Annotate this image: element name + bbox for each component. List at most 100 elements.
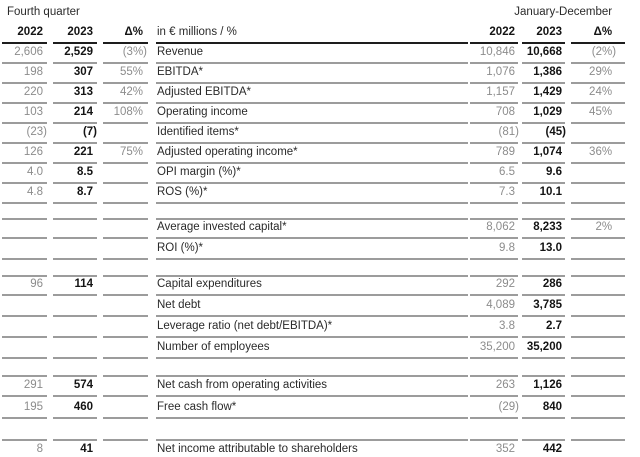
fq-2023-cell: 2,529 [53, 44, 97, 64]
cell-value: 103 [23, 106, 43, 119]
cell-value: 55% [119, 66, 143, 79]
table-row: 4.0 8.5 OPI margin (%)* 6.5 9.6 [2, 164, 626, 184]
fy-2023-cell: 8,233 [522, 218, 565, 239]
col-header-fq-2023: 2023 [53, 26, 97, 44]
column-gap [148, 124, 156, 144]
row-label: Leverage ratio (net debt/EBITDA)* [156, 317, 468, 338]
fq-2023-cell: 214 [53, 104, 97, 124]
fq-2023-cell: 8.5 [53, 164, 97, 184]
cell-value: 1,126 [533, 379, 562, 392]
fy-delta-cell: 36% [571, 144, 626, 164]
fy-2023-cell: 1,429 [522, 84, 565, 104]
row-label: Adjusted EBITDA* [156, 84, 468, 104]
fy-delta-cell [571, 184, 626, 204]
cell-value: 35,200 [479, 341, 515, 354]
fy-2022-cell: 9.8 [470, 239, 518, 260]
cell-value: 1,029 [533, 106, 562, 119]
cell-value: 13.0 [539, 242, 562, 255]
column-gap [148, 44, 156, 64]
cell-value: 2,529 [64, 46, 93, 59]
cell-value: Revenue [157, 46, 204, 59]
fq-delta-cell [103, 317, 148, 338]
fy-delta-cell [571, 275, 626, 296]
cell-value: 2,606 [14, 46, 43, 59]
fq-2023-cell: 41 [53, 439, 97, 457]
fy-2023-cell: 1,386 [522, 64, 565, 84]
fy-2022-cell: 4,089 [470, 296, 518, 317]
fq-2023-cell: 574 [53, 375, 97, 397]
cell-value: 4.0 [27, 166, 43, 179]
fy-delta-cell: 29% [571, 64, 626, 84]
column-gap [148, 275, 156, 296]
fy-2023-cell: 442 [522, 439, 565, 457]
fq-delta-cell [103, 184, 148, 204]
cell-value: 789 [495, 146, 515, 159]
fy-2022-cell: 10,846 [470, 44, 518, 64]
cell-value: (2%) [591, 46, 617, 59]
column-gap [148, 397, 156, 419]
column-gap [148, 104, 156, 124]
fq-2023-cell: 460 [53, 397, 97, 419]
caption-row: Fourth quarter January-December [2, 4, 625, 26]
fq-2023-cell: (7) [53, 124, 97, 144]
cell-value: 263 [495, 379, 515, 392]
cell-value: 8.7 [77, 186, 93, 199]
cell-value: 460 [73, 401, 93, 414]
cell-value: 2% [595, 221, 613, 234]
fq-delta-cell [103, 338, 148, 359]
col-header-fy-2022: 2022 [470, 26, 518, 44]
cell-value: Operating income [157, 106, 248, 119]
cell-value: 313 [73, 86, 93, 99]
fy-2022-cell: 7.3 [470, 184, 518, 204]
row-label: Capital expenditures [156, 275, 468, 296]
row-label: Free cash flow* [156, 397, 468, 419]
fq-2023-cell: 8.7 [53, 184, 97, 204]
fq-delta-cell [103, 124, 148, 144]
table-row: 220 313 42% Adjusted EBITDA* 1,157 1,429… [2, 84, 626, 104]
fy-2022-cell: 292 [470, 275, 518, 296]
fy-2023-cell: 3,785 [522, 296, 565, 317]
cell-value: 10,846 [479, 46, 515, 59]
fy-delta-cell [571, 439, 626, 457]
fq-delta-cell [103, 275, 148, 296]
cell-value: ROI (%)* [157, 242, 203, 255]
table-row: 126 221 75% Adjusted operating income* 7… [2, 144, 626, 164]
column-gap [148, 338, 156, 359]
separator-row [2, 359, 625, 375]
fq-delta-cell [103, 439, 148, 457]
fq-2022-cell [2, 239, 47, 260]
fq-2022-cell: 4.8 [2, 184, 47, 204]
cell-value: 41 [80, 443, 93, 456]
cell-value: 10.1 [539, 186, 562, 199]
table-row: 96 114 Capital expenditures 292 286 [2, 275, 626, 296]
cell-value: 1,429 [533, 86, 562, 99]
cell-value: 708 [495, 106, 515, 119]
table-row: 8 41 Net income attributable to sharehol… [2, 439, 626, 457]
table-row: (23) (7) Identified items* (81) (45) [2, 124, 626, 144]
fq-delta-cell [103, 218, 148, 239]
separator-row [2, 419, 625, 439]
cell-value: 35,200 [526, 341, 562, 354]
cell-value: Net income attributable to shareholders [157, 443, 358, 456]
row-label: Net income attributable to shareholders [156, 439, 468, 457]
cell-value: 286 [542, 278, 562, 291]
fy-2023-cell: 1,029 [522, 104, 565, 124]
fq-delta-cell [103, 239, 148, 260]
fq-delta-cell: 55% [103, 64, 148, 84]
cell-value: (29) [498, 401, 519, 414]
fq-2022-cell [2, 296, 47, 317]
col-header-fq-2022: 2022 [2, 26, 47, 44]
fy-2023-cell: 13.0 [522, 239, 565, 260]
cell-value: 8,062 [486, 221, 515, 234]
cell-value: 45% [589, 106, 613, 119]
fy-2023-cell: 2.7 [522, 317, 565, 338]
cell-value: 10,668 [526, 46, 562, 59]
left-period-caption: Fourth quarter [7, 6, 80, 19]
cell-value: 1,076 [486, 66, 515, 79]
cell-value: (45) [545, 126, 566, 139]
row-label: Number of employees [156, 338, 468, 359]
fq-delta-cell [103, 164, 148, 184]
cell-value: Net debt [157, 299, 201, 312]
row-label: Net debt [156, 296, 468, 317]
cell-value: (3%) [122, 46, 147, 59]
